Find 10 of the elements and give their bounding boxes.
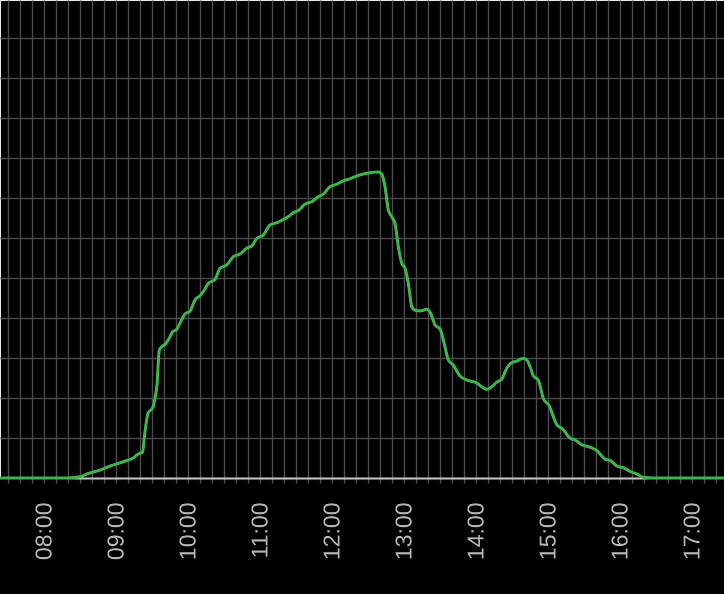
x-tick-label: 08:00: [30, 502, 56, 560]
x-tick-label: 14:00: [462, 502, 489, 560]
x-tick-label: 17:00: [678, 502, 705, 560]
x-tick-label: 09:00: [102, 502, 128, 560]
x-tick-label: 11:00: [246, 502, 273, 558]
x-tick-label: 16:00: [606, 502, 633, 560]
x-tick-label: 12:00: [318, 502, 345, 560]
x-tick-label: 13:00: [390, 502, 417, 560]
x-tick-label: 15:00: [534, 502, 561, 560]
x-tick-label: 10:00: [174, 502, 200, 560]
